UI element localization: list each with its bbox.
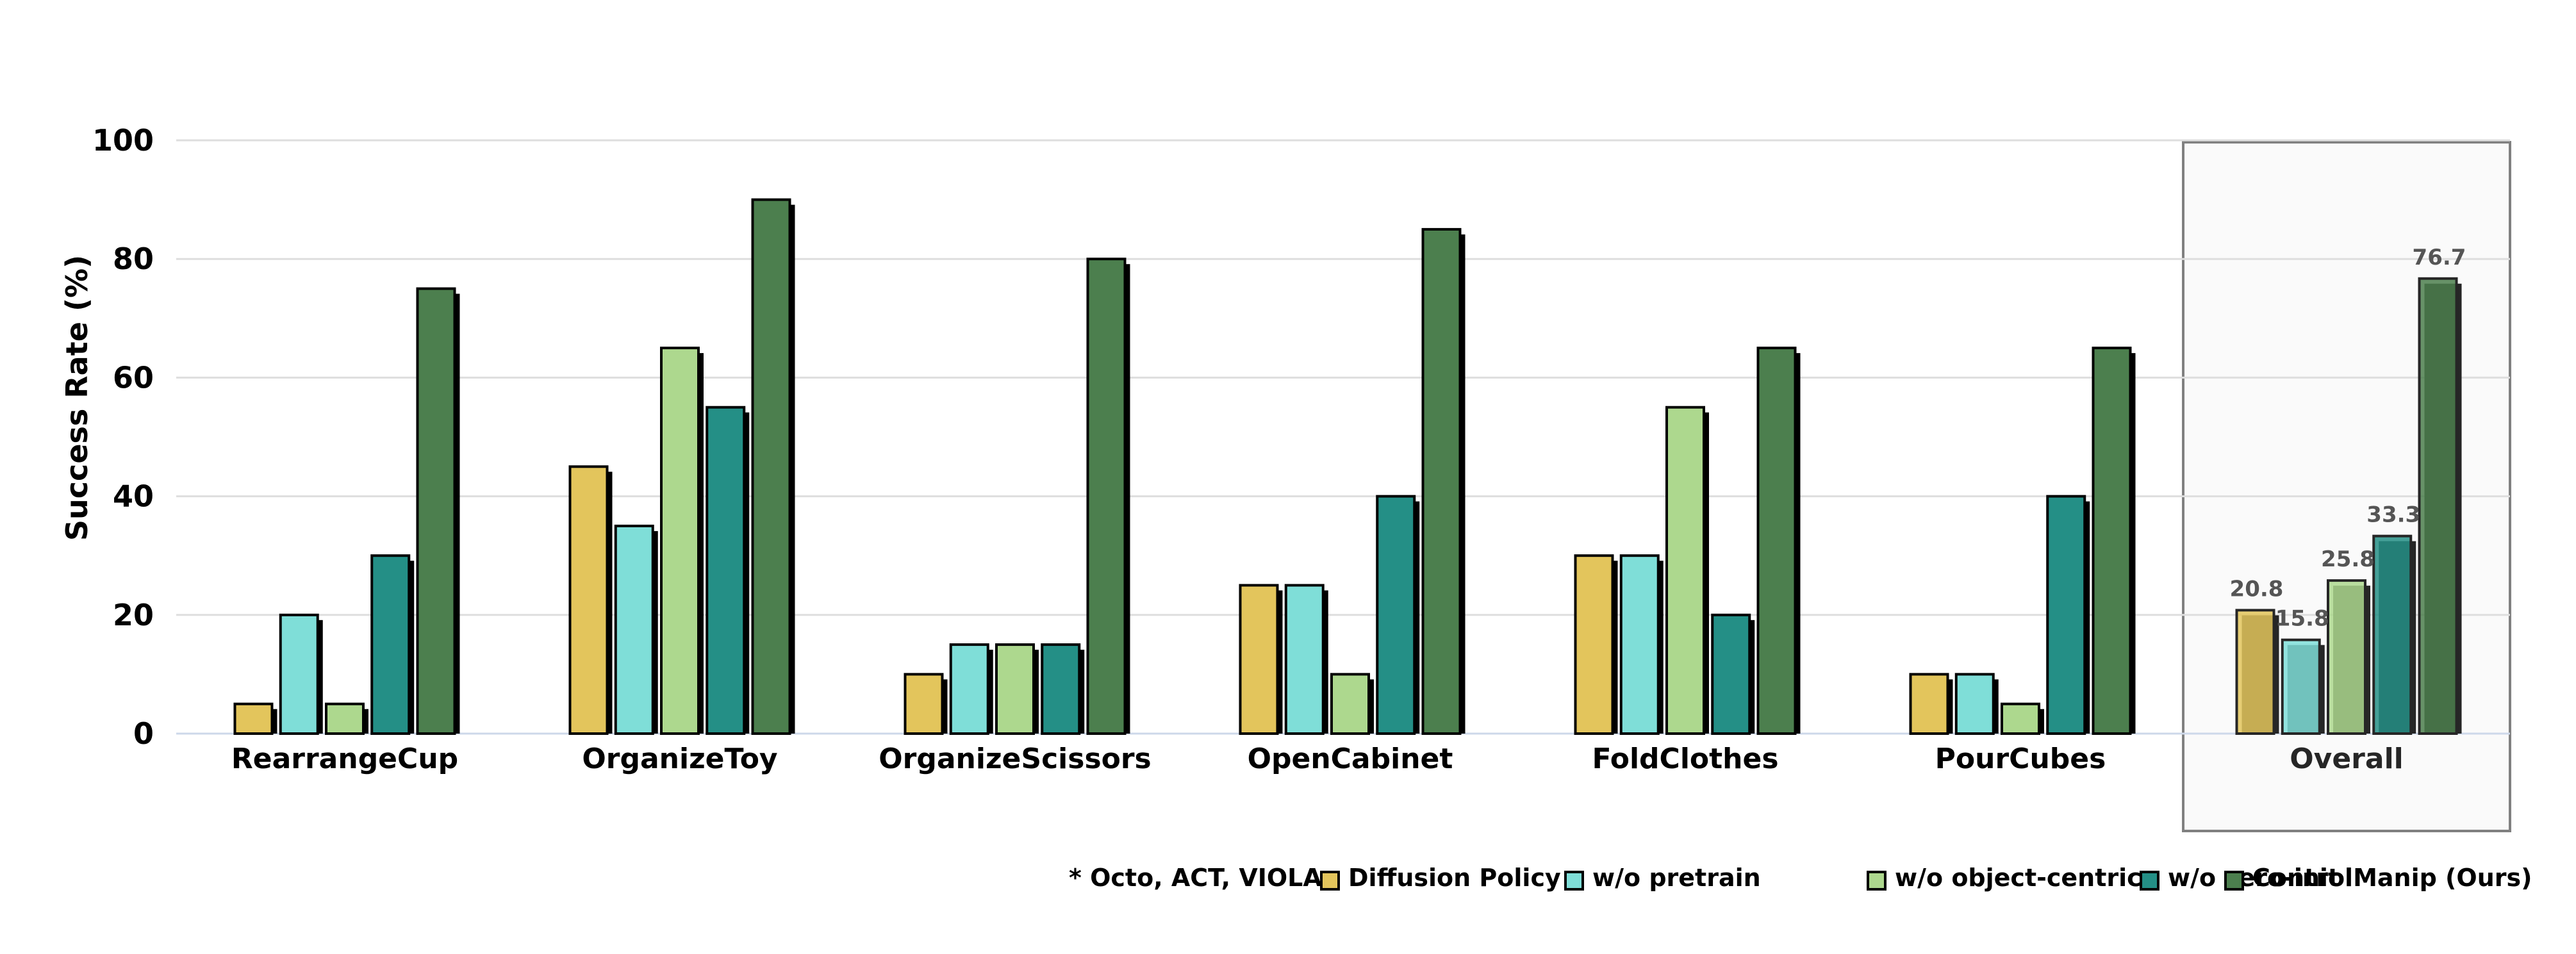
legend-label: Diffusion Policy: [1348, 864, 1561, 892]
bar-group-RearrangeCup: [233, 287, 460, 735]
bar-group-OpenCabinet: [1239, 227, 1466, 736]
bar-w-o-zero-init-overall: [2372, 534, 2413, 736]
bar-w-o-zero-init-rearrangecup: [370, 554, 411, 735]
x-tick-label: PourCubes: [1935, 743, 2106, 775]
bar-diffusion-policy-organizescissors: [904, 673, 944, 736]
bar-controlmanip-ours--foldclothes: [1756, 347, 1797, 735]
bar-w-o-zero-init-opencabinet: [1376, 495, 1416, 735]
bar-w-o-object-centric-opencabinet: [1330, 673, 1370, 736]
y-tick-label: 100: [92, 123, 154, 158]
legend-swatch-diffusion-policy: [1320, 871, 1340, 891]
bar-w-o-pretrain-opencabinet: [1284, 584, 1325, 735]
bar-diffusion-policy-overall: [2235, 609, 2275, 736]
bar-diffusion-policy-pourcubes: [1909, 673, 1949, 736]
bar-w-o-pretrain-organizescissors: [949, 643, 989, 735]
bar-controlmanip-ours--organizescissors: [1086, 258, 1127, 735]
bar-group-OrganizeToy: [568, 198, 795, 736]
bar-w-o-pretrain-organizetoy: [614, 524, 654, 736]
bar-w-o-zero-init-organizetoy: [706, 406, 746, 735]
legend-label: w/o pretrain: [1592, 864, 1761, 892]
legend-label: w/o object-centric: [1895, 864, 2142, 892]
legend-swatch-w-o-object-centric: [1867, 871, 1887, 891]
bar-controlmanip-ours--rearrangecup: [416, 287, 456, 735]
bar-w-o-object-centric-organizescissors: [995, 643, 1035, 735]
bar-diffusion-policy-rearrangecup: [233, 702, 274, 735]
bar-w-o-pretrain-foldclothes: [1619, 554, 1660, 735]
y-axis-title: Success Rate (%): [60, 255, 94, 541]
bar-group-FoldClothes: [1574, 347, 1801, 735]
bar-diffusion-policy-foldclothes: [1574, 554, 1614, 735]
legend-label: w/o zero-init: [2168, 864, 2340, 892]
legend-swatch-w-o-zero-init: [2140, 871, 2159, 891]
data-label: 25.8: [2321, 547, 2375, 572]
y-tick-label: 20: [113, 598, 154, 632]
bar-controlmanip-ours--organizetoy: [751, 198, 791, 736]
x-tick-label: RearrangeCup: [231, 743, 458, 775]
legend-swatch-w-o-pretrain: [1564, 871, 1584, 891]
bar-w-o-pretrain-overall: [2281, 638, 2321, 736]
bar-diffusion-policy-opencabinet: [1239, 584, 1279, 735]
bar-w-o-object-centric-overall: [2327, 579, 2366, 735]
bar-controlmanip-ours--opencabinet: [1421, 227, 1462, 735]
y-tick-label: 40: [113, 479, 154, 514]
legend: * Octo, ACT, VIOLA Diffusion Policy w/o p…: [1069, 864, 2532, 892]
data-label: 76.7: [2413, 245, 2466, 270]
bar-w-o-zero-init-pourcubes: [2046, 495, 2086, 735]
bar-group-PourCubes: [1909, 347, 2136, 736]
y-tick-label: 0: [133, 716, 154, 751]
y-tick-label: 80: [113, 242, 154, 276]
legend-note: * Octo, ACT, VIOLA: [1069, 864, 1322, 892]
x-tick-label: OpenCabinet: [1248, 743, 1453, 775]
bar-controlmanip-ours--overall: [2418, 277, 2458, 735]
x-tick-label: OrganizeToy: [582, 743, 777, 775]
bar-w-o-pretrain-pourcubes: [1954, 673, 1995, 736]
bar-w-o-zero-init-organizescissors: [1041, 643, 1081, 735]
x-tick-label: FoldClothes: [1592, 743, 1778, 775]
data-label: 33.3: [2366, 502, 2420, 528]
data-label: 20.8: [2230, 576, 2284, 602]
bar-w-o-object-centric-rearrangecup: [325, 702, 365, 735]
bar-diffusion-policy-organizetoy: [568, 465, 609, 735]
y-tick-label: 60: [113, 360, 154, 395]
bar-w-o-object-centric-pourcubes: [2001, 702, 2040, 735]
x-tick-label: Overall: [2290, 743, 2403, 775]
bar-w-o-zero-init-foldclothes: [1711, 613, 1751, 735]
bar-group-Overall: [2235, 277, 2462, 736]
x-tick-label: OrganizeScissors: [879, 743, 1152, 775]
bar-w-o-pretrain-rearrangecup: [279, 613, 319, 735]
legend-swatch-controlmanip-ours-: [2224, 871, 2244, 891]
data-label: 15.8: [2275, 606, 2329, 632]
bar-group-OrganizeScissors: [904, 258, 1130, 736]
bar-controlmanip-ours--pourcubes: [2092, 347, 2132, 735]
bar-w-o-object-centric-organizetoy: [660, 347, 700, 735]
bar-w-o-object-centric-foldclothes: [1665, 406, 1705, 735]
legend-label: ControlManip (Ours): [2252, 864, 2532, 892]
